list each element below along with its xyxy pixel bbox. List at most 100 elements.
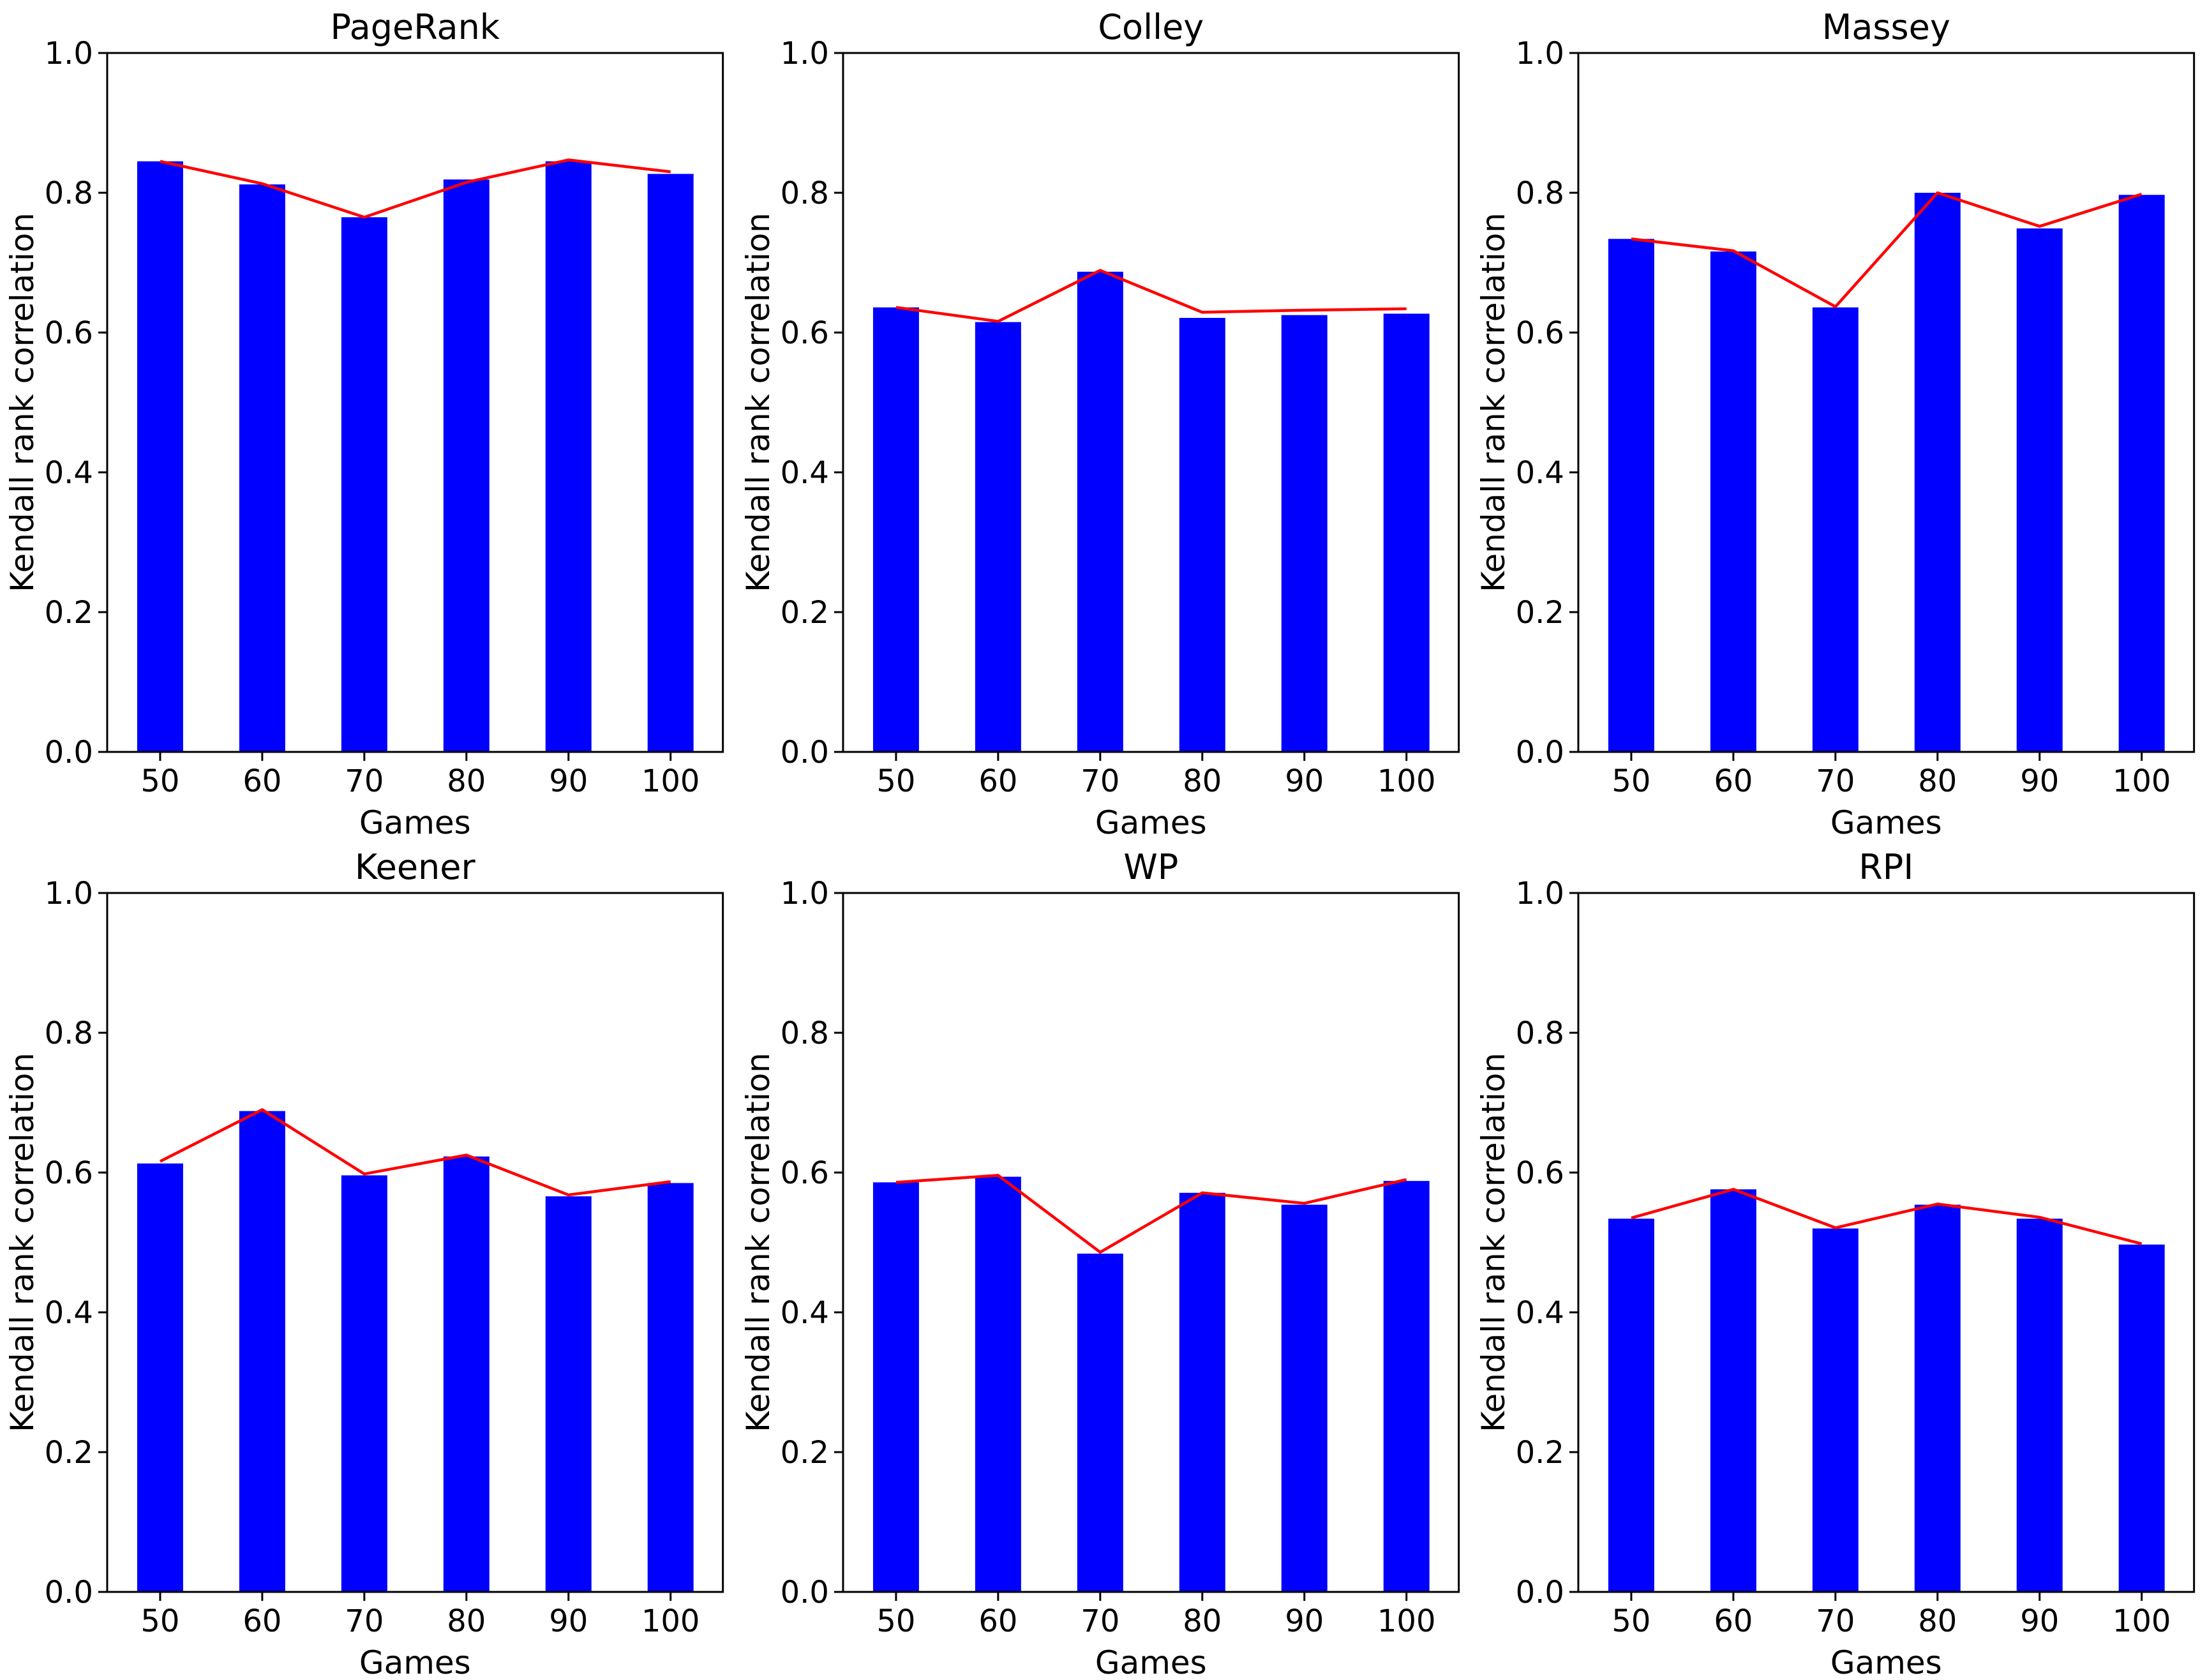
x-tick-label: 60: [243, 1603, 281, 1639]
x-tick-label: 50: [876, 1603, 915, 1639]
bar: [2119, 195, 2166, 752]
y-tick-label: 0.0: [45, 735, 93, 770]
x-tick-label: 90: [2021, 1603, 2060, 1639]
y-tick-label: 0.8: [780, 1016, 828, 1051]
trend-line: [1631, 1188, 2143, 1245]
axes-box: [842, 892, 1460, 1593]
bar: [2119, 1244, 2166, 1592]
axes-box: [106, 892, 724, 1593]
bar: [647, 174, 694, 752]
axes-box: [106, 52, 724, 753]
x-tick-label: 100: [2113, 1603, 2171, 1639]
x-tick-label: 70: [1081, 763, 1119, 799]
bar: [443, 1156, 490, 1592]
bar: [975, 1176, 1021, 1592]
bar: [137, 161, 183, 753]
x-tick-label: 90: [2021, 763, 2060, 799]
y-tick-label: 0.2: [1516, 595, 1564, 631]
x-tick-label: 60: [1714, 763, 1753, 799]
subplot-canvas: 0.0 0.2 0.4 0.6 0.8 1.0 50 60 70 80 90 100 Colley Gam…: [740, 7, 1460, 840]
y-tick-label: 0.4: [1516, 1295, 1564, 1331]
y-tick-label: 0.8: [45, 176, 93, 211]
trend-line: [1631, 191, 2143, 308]
y-axis-label: Kendall rank correlation: [4, 213, 41, 592]
bar: [1077, 1254, 1123, 1592]
bar: [1179, 318, 1225, 752]
y-tick-label: 1.0: [1516, 36, 1564, 71]
y-tick-label: 0.6: [780, 1155, 828, 1191]
bar: [1813, 307, 1859, 753]
bar: [137, 1163, 183, 1592]
x-axis-label: Games: [359, 1644, 471, 1680]
x-axis-label: Games: [1830, 804, 1942, 840]
bar: [1383, 1181, 1430, 1592]
x-tick-label: 80: [1919, 1603, 1957, 1639]
x-tick-label: 50: [876, 763, 915, 799]
subplot-wp: 0.0 0.2 0.4 0.6 0.8 1.0 50 60 70 80 90 100 WP Games Ke…: [736, 840, 1472, 1680]
y-tick-label: 0.2: [45, 595, 93, 631]
x-tick-label: 60: [978, 1603, 1017, 1639]
y-axis-label: Kendall rank correlation: [4, 1053, 41, 1432]
y-tick-label: 0.6: [45, 1155, 93, 1191]
subplot-canvas: 0.0 0.2 0.4 0.6 0.8 1.0 50 60 70 80 90 100 RPI Games K…: [1475, 847, 2196, 1680]
x-tick-label: 100: [641, 763, 700, 799]
bar: [341, 217, 387, 752]
axes-box: [1577, 52, 2196, 753]
trend-line: [159, 1108, 671, 1197]
x-tick-label: 70: [1816, 763, 1855, 799]
x-tick-label: 50: [1612, 763, 1651, 799]
y-tick-label: 0.8: [1516, 176, 1564, 211]
x-tick-label: 80: [447, 763, 486, 799]
subplot-canvas: 0.0 0.2 0.4 0.6 0.8 1.0 50 60 70 80 90 100 Keener Gam…: [4, 847, 724, 1680]
x-tick-label: 80: [1919, 763, 1957, 799]
bar: [1813, 1228, 1859, 1592]
trend-line: [160, 158, 671, 219]
y-tick-label: 0.2: [780, 595, 828, 631]
x-tick-label: 80: [447, 1603, 486, 1639]
y-tick-label: 0.4: [1516, 455, 1564, 491]
bar: [1383, 313, 1430, 752]
bar: [443, 179, 490, 752]
y-axis-label: Kendall rank correlation: [1475, 213, 1512, 592]
y-tick-label: 0.6: [780, 315, 828, 351]
subplot-title: RPI: [1859, 847, 1914, 887]
y-tick-label: 0.0: [1516, 1575, 1564, 1610]
axes-box: [1577, 892, 2196, 1593]
bar: [2017, 228, 2063, 753]
bar: [239, 1111, 285, 1592]
x-tick-label: 50: [140, 763, 179, 799]
x-axis-label: Games: [1095, 804, 1207, 840]
y-tick-label: 1.0: [45, 36, 93, 71]
x-tick-label: 100: [1377, 1603, 1436, 1639]
y-tick-label: 0.6: [45, 315, 93, 351]
subplot-title: WP: [1123, 847, 1178, 887]
y-tick-label: 0.4: [780, 1295, 828, 1331]
bar: [239, 184, 285, 752]
x-tick-label: 60: [1714, 1603, 1753, 1639]
x-tick-label: 50: [1612, 1603, 1651, 1639]
y-tick-label: 0.2: [1516, 1435, 1564, 1471]
x-tick-label: 90: [549, 763, 588, 799]
subplot-title: Colley: [1098, 7, 1204, 47]
y-tick-label: 0.4: [780, 455, 828, 491]
x-tick-label: 100: [2113, 763, 2171, 799]
bar: [1281, 1204, 1328, 1592]
y-axis-label: Kendall rank correlation: [1475, 1053, 1512, 1432]
trend-line: [895, 1174, 1407, 1254]
y-tick-label: 0.0: [1516, 735, 1564, 770]
x-tick-label: 90: [1285, 1603, 1324, 1639]
bar: [1608, 1219, 1655, 1592]
subplot-pagerank: 0.0 0.2 0.4 0.6 0.8 1.0 50 60 70 80 90 100 PageRank G…: [0, 0, 736, 840]
y-axis-label: Kendall rank correlation: [740, 1053, 777, 1432]
y-tick-label: 0.2: [45, 1435, 93, 1471]
x-tick-label: 70: [1816, 1603, 1855, 1639]
y-tick-label: 1.0: [1516, 876, 1564, 911]
x-axis-label: Games: [1095, 1644, 1207, 1680]
subplot-massey: 0.0 0.2 0.4 0.6 0.8 1.0 50 60 70 80 90 100 Massey Gam…: [1471, 0, 2207, 840]
bar: [975, 322, 1021, 752]
x-tick-label: 70: [345, 1603, 384, 1639]
subplot-rpi: 0.0 0.2 0.4 0.6 0.8 1.0 50 60 70 80 90 100 RPI Games K…: [1471, 840, 2207, 1680]
trend-line: [895, 269, 1407, 323]
bar: [872, 1182, 919, 1592]
